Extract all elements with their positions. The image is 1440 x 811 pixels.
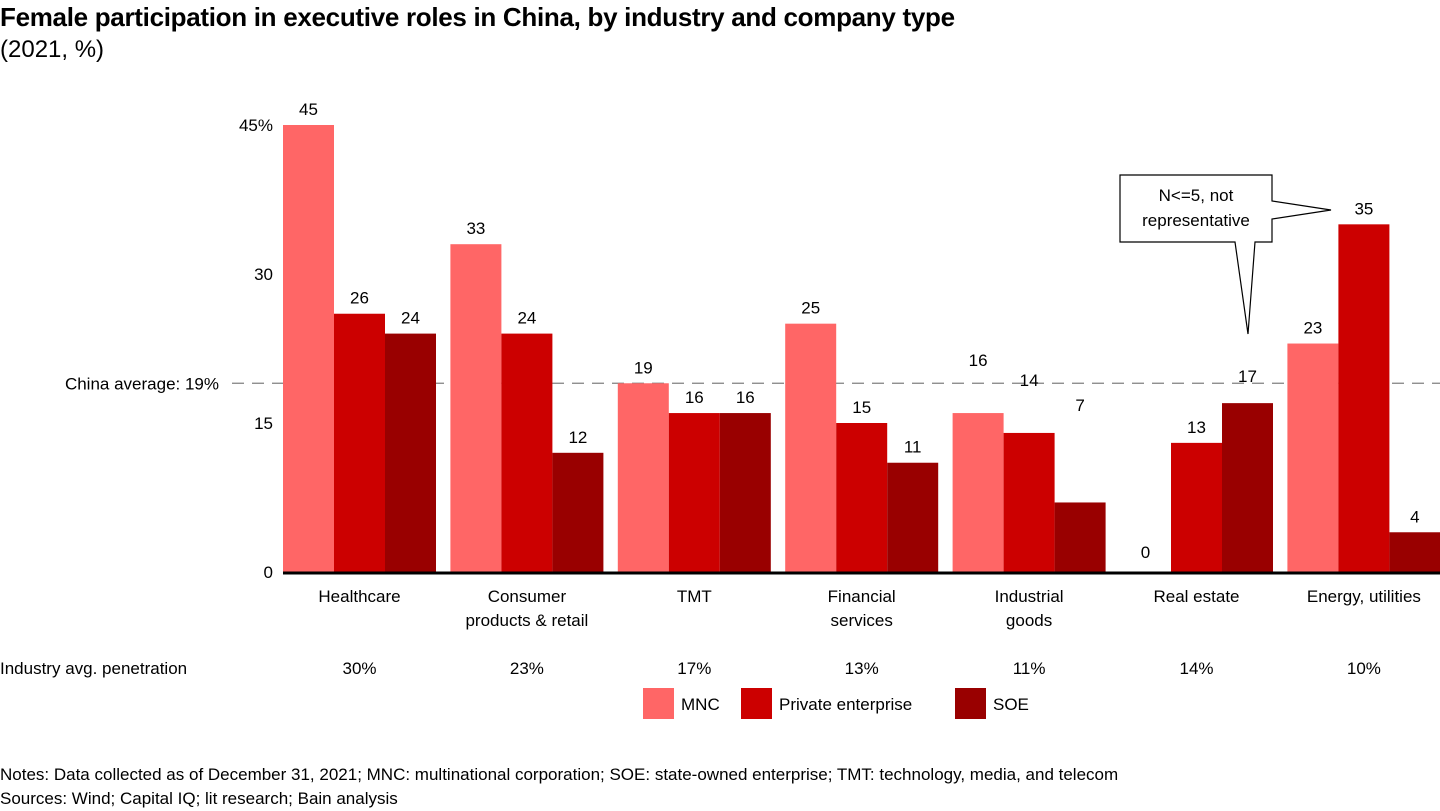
data-label: 16: [736, 388, 755, 407]
legend-label: MNC: [681, 695, 720, 714]
industry-avg-value: 17%: [677, 659, 711, 678]
bar-mnc-2: [617, 383, 669, 572]
notes-text: Notes: Data collected as of December 31,…: [0, 765, 1119, 784]
data-label: 0: [1141, 543, 1150, 562]
bar-private-enterprise-1: [501, 333, 553, 572]
bar-mnc-0: [283, 125, 334, 572]
bar-soe-6: [1389, 532, 1440, 572]
legend-label: SOE: [993, 695, 1029, 714]
y-tick-label: 15: [254, 414, 273, 433]
category-label: Real estate: [1154, 587, 1240, 606]
category-label-line: TMT: [677, 587, 712, 606]
annotation-text: representative: [1142, 211, 1250, 230]
category-label: Healthcare: [318, 587, 400, 606]
data-label: 24: [517, 309, 536, 328]
industry-avg-label: Industry avg. penetration: [0, 659, 187, 678]
industry-avg-value: 14%: [1179, 659, 1213, 678]
data-label: 14: [1020, 371, 1039, 390]
bar-mnc-1: [450, 244, 502, 572]
category-label-line: Energy, utilities: [1307, 587, 1421, 606]
category-label-line: Real estate: [1154, 587, 1240, 606]
category-label: Energy, utilities: [1307, 587, 1421, 606]
data-label: 26: [350, 289, 369, 308]
y-tick-label: 0: [264, 563, 273, 582]
data-label: 4: [1410, 507, 1419, 526]
bar-private-enterprise-4: [1003, 432, 1055, 572]
legend-swatch: [955, 688, 986, 719]
legend-label: Private enterprise: [779, 695, 912, 714]
category-label: Financial services: [828, 587, 896, 630]
data-label: 11: [904, 438, 922, 457]
data-label: 24: [401, 309, 420, 328]
bar-soe-2: [719, 413, 771, 572]
annotation-callout: [1119, 174, 1332, 335]
legend-swatch: [643, 688, 674, 719]
industry-avg-value: 13%: [845, 659, 879, 678]
industry-avg-value: 30%: [342, 659, 376, 678]
data-label: 19: [634, 358, 653, 377]
data-label: 7: [1075, 396, 1084, 415]
data-label: 23: [1303, 319, 1322, 338]
data-label: 45: [299, 100, 318, 119]
bar-private-enterprise-6: [1338, 224, 1390, 573]
legend-swatch: [741, 688, 772, 719]
data-label: 15: [852, 398, 871, 417]
y-tick-label: 30: [254, 265, 273, 284]
bar-soe-4: [1054, 502, 1106, 572]
industry-avg-value: 23%: [510, 659, 544, 678]
bar-private-enterprise-2: [668, 413, 720, 572]
bar-private-enterprise-0: [334, 313, 385, 572]
bar-soe-3: [887, 462, 939, 572]
chart-title: Female participation in executive roles …: [0, 2, 955, 32]
category-label-line: services: [831, 611, 893, 630]
sources-text: Sources: Wind; Capital IQ; lit research;…: [0, 789, 398, 808]
data-label: 13: [1187, 418, 1206, 437]
bar-soe-5: [1222, 403, 1273, 572]
category-label-line: Healthcare: [318, 587, 400, 606]
chart-subtitle: (2021, %): [0, 36, 105, 63]
bar-mnc-6: [1287, 343, 1339, 572]
category-label-line: Financial: [828, 587, 896, 606]
reference-line-label: China average: 19%: [65, 374, 219, 393]
bar-mnc-4: [952, 413, 1004, 572]
bar-mnc-3: [785, 323, 837, 572]
data-label: 25: [801, 299, 820, 318]
category-label: TMT: [677, 587, 712, 606]
category-label-line: Consumer: [488, 587, 567, 606]
data-label: 16: [685, 388, 704, 407]
data-label: 12: [568, 428, 587, 447]
category-label-line: goods: [1006, 611, 1052, 630]
data-label: 35: [1354, 199, 1373, 218]
data-label: 16: [969, 351, 988, 370]
category-label-line: Industrial: [995, 587, 1064, 606]
y-tick-label: 45%: [239, 116, 273, 135]
bar-soe-1: [552, 452, 604, 572]
annotation-text: N<=5, not: [1159, 186, 1234, 205]
category-label: Industrial goods: [995, 587, 1064, 630]
data-label: 33: [466, 219, 485, 238]
bar-private-enterprise-3: [836, 423, 888, 572]
category-label: Consumer products & retail: [465, 587, 588, 630]
category-label-line: products & retail: [465, 611, 588, 630]
industry-avg-value: 10%: [1347, 659, 1381, 678]
bar-soe-0: [385, 333, 436, 572]
footnotes: Notes: Data collected as of December 31,…: [0, 763, 1118, 811]
data-label: 17: [1238, 367, 1257, 386]
industry-avg-value: 11%: [1013, 659, 1046, 678]
bar-private-enterprise-5: [1171, 442, 1222, 572]
